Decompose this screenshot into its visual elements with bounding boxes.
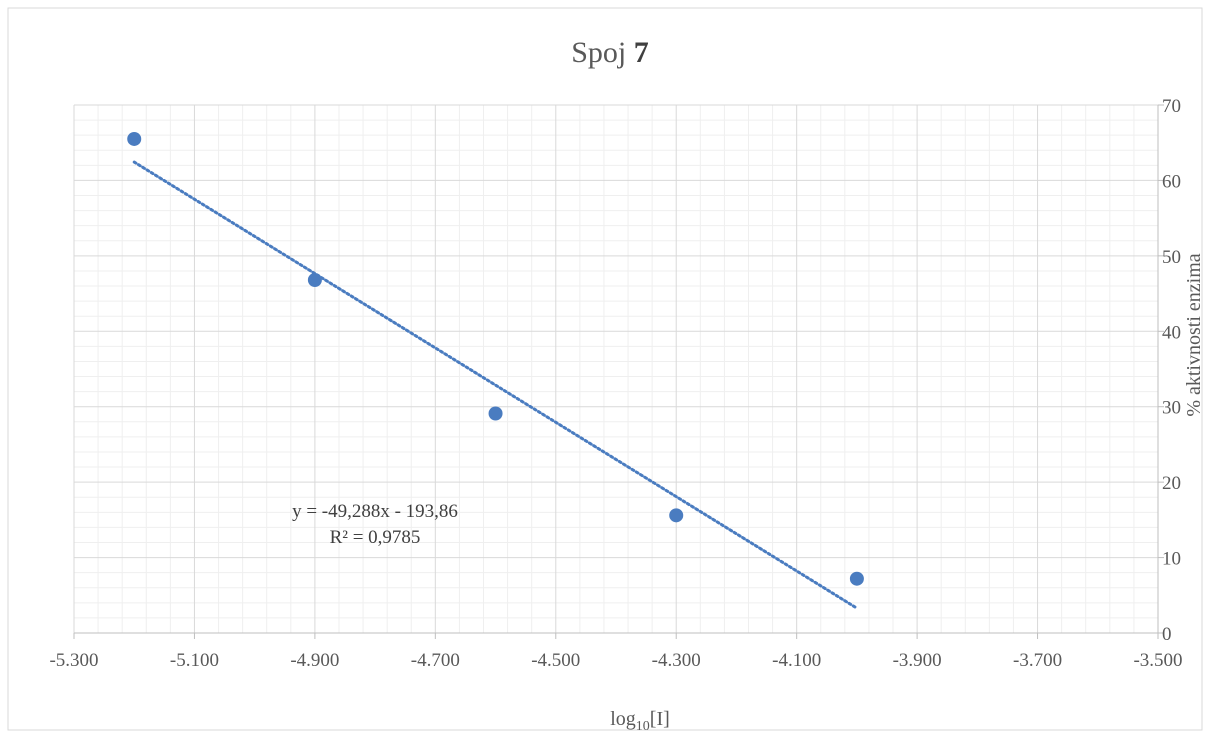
y-tick-label: 40 [1162,322,1181,343]
y-axis-label: % aktivnosti enzima [1183,253,1205,416]
data-points [127,131,864,586]
y-tick-labels: 0 10 20 30 40 50 60 70 [1162,96,1181,645]
minor-grid [74,105,1158,633]
x-tick-label: -3.700 [1013,650,1062,671]
axes [73,104,1164,639]
data-point [488,406,503,421]
y-tick-label: 20 [1162,473,1181,494]
trendline-equation: y = -49,288x - 193,86 [292,501,458,522]
x-axis-label: log10[I] [610,708,670,734]
x-tick-label: -4.100 [772,650,821,671]
x-tick-label: -4.700 [411,650,460,671]
x-tick-label: -5.100 [170,650,219,671]
x-tick-label: -3.500 [1133,650,1182,671]
x-tick-label: -5.300 [49,650,98,671]
chart-title: Spoj 7 [571,36,649,69]
chart-border [7,7,1203,731]
y-tick-label: 0 [1162,624,1172,645]
data-point [669,508,684,523]
y-tick-label: 10 [1162,549,1181,570]
x-tick-label: -4.900 [290,650,339,671]
y-tick-label: 70 [1162,96,1181,117]
x-tick-label: -4.500 [531,650,580,671]
x-tick-label: -4.300 [652,650,701,671]
trendline [132,160,859,610]
y-tick-label: 60 [1162,171,1181,192]
trendline-group [132,160,859,610]
x-tick-label: -3.900 [893,650,942,671]
data-point [127,131,142,146]
trendline-r-squared: R² = 0,9785 [330,527,421,548]
data-point [849,571,864,586]
y-tick-label: 50 [1162,247,1181,268]
data-point [307,272,322,287]
y-tick-label: 30 [1162,398,1181,419]
x-tick-labels: -5.300 -5.100 -4.900 -4.700 -4.500 -4.300 -4.1… [49,650,1182,671]
